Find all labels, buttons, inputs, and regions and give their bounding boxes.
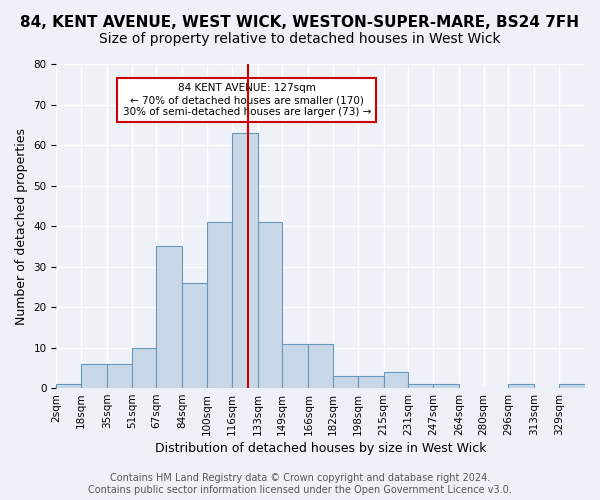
Bar [433, 384, 459, 388]
X-axis label: Distribution of detached houses by size in West Wick: Distribution of detached houses by size … [155, 442, 487, 455]
Bar [358, 376, 384, 388]
Bar [257, 222, 282, 388]
Bar [207, 222, 232, 388]
Text: 84 KENT AVENUE: 127sqm
← 70% of detached houses are smaller (170)
30% of semi-de: 84 KENT AVENUE: 127sqm ← 70% of detached… [122, 84, 371, 116]
Bar [56, 384, 81, 388]
Bar [282, 344, 308, 388]
Bar [384, 372, 408, 388]
Bar [408, 384, 433, 388]
Bar [559, 384, 585, 388]
Bar [156, 246, 182, 388]
Text: Contains HM Land Registry data © Crown copyright and database right 2024.
Contai: Contains HM Land Registry data © Crown c… [88, 474, 512, 495]
Text: 84, KENT AVENUE, WEST WICK, WESTON-SUPER-MARE, BS24 7FH: 84, KENT AVENUE, WEST WICK, WESTON-SUPER… [20, 15, 580, 30]
Bar [131, 348, 156, 388]
Bar [81, 364, 107, 388]
Bar [333, 376, 358, 388]
Bar [308, 344, 333, 388]
Bar [182, 282, 207, 388]
Bar [232, 133, 257, 388]
Bar [107, 364, 131, 388]
Bar [508, 384, 534, 388]
Text: Size of property relative to detached houses in West Wick: Size of property relative to detached ho… [99, 32, 501, 46]
Y-axis label: Number of detached properties: Number of detached properties [15, 128, 28, 324]
